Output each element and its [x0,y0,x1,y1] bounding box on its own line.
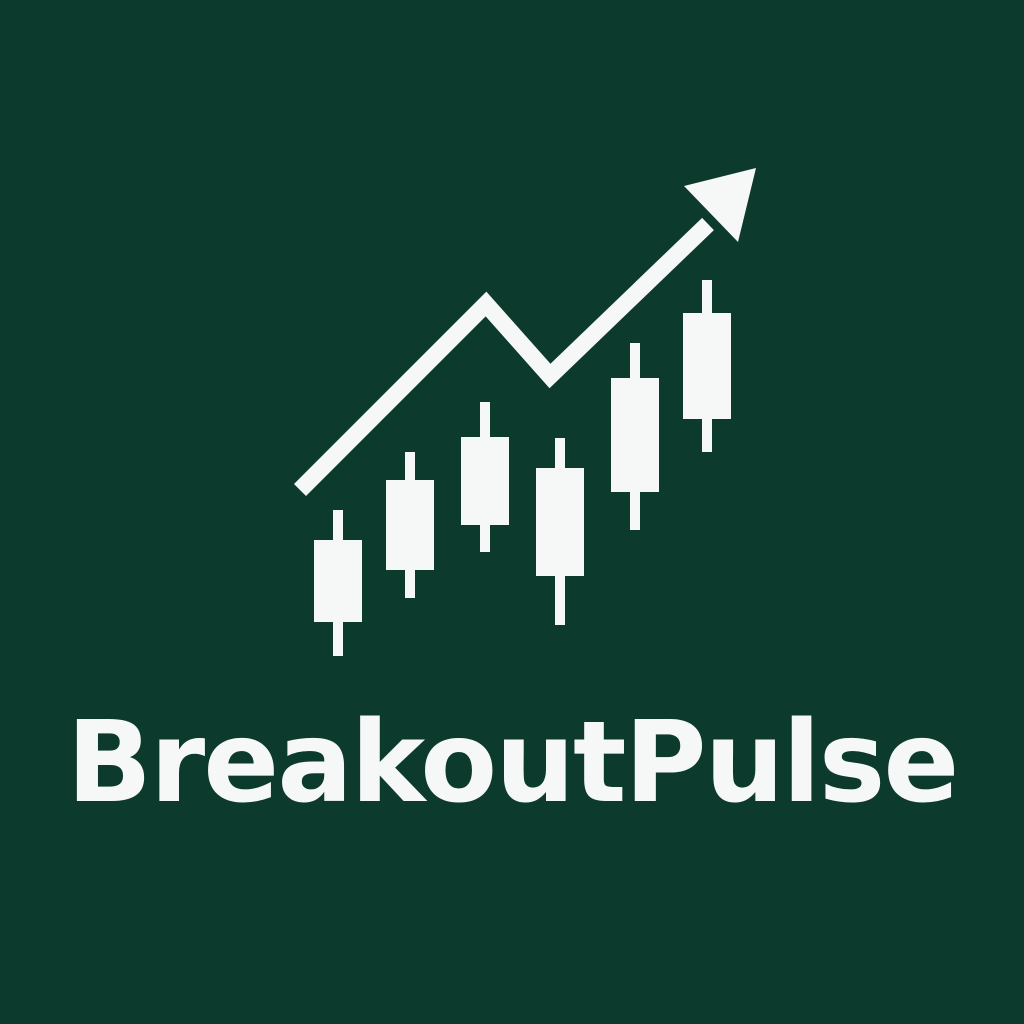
candlestick [461,402,509,552]
candlestick [611,343,659,530]
candlestick [683,280,731,452]
candlestick [386,452,434,598]
trend-arrow-icon [293,168,756,497]
brand-name: BreakoutPulse [66,698,960,828]
candlestick [536,438,584,625]
candlestick [314,510,362,656]
candlestick-chart-icon [314,280,731,656]
